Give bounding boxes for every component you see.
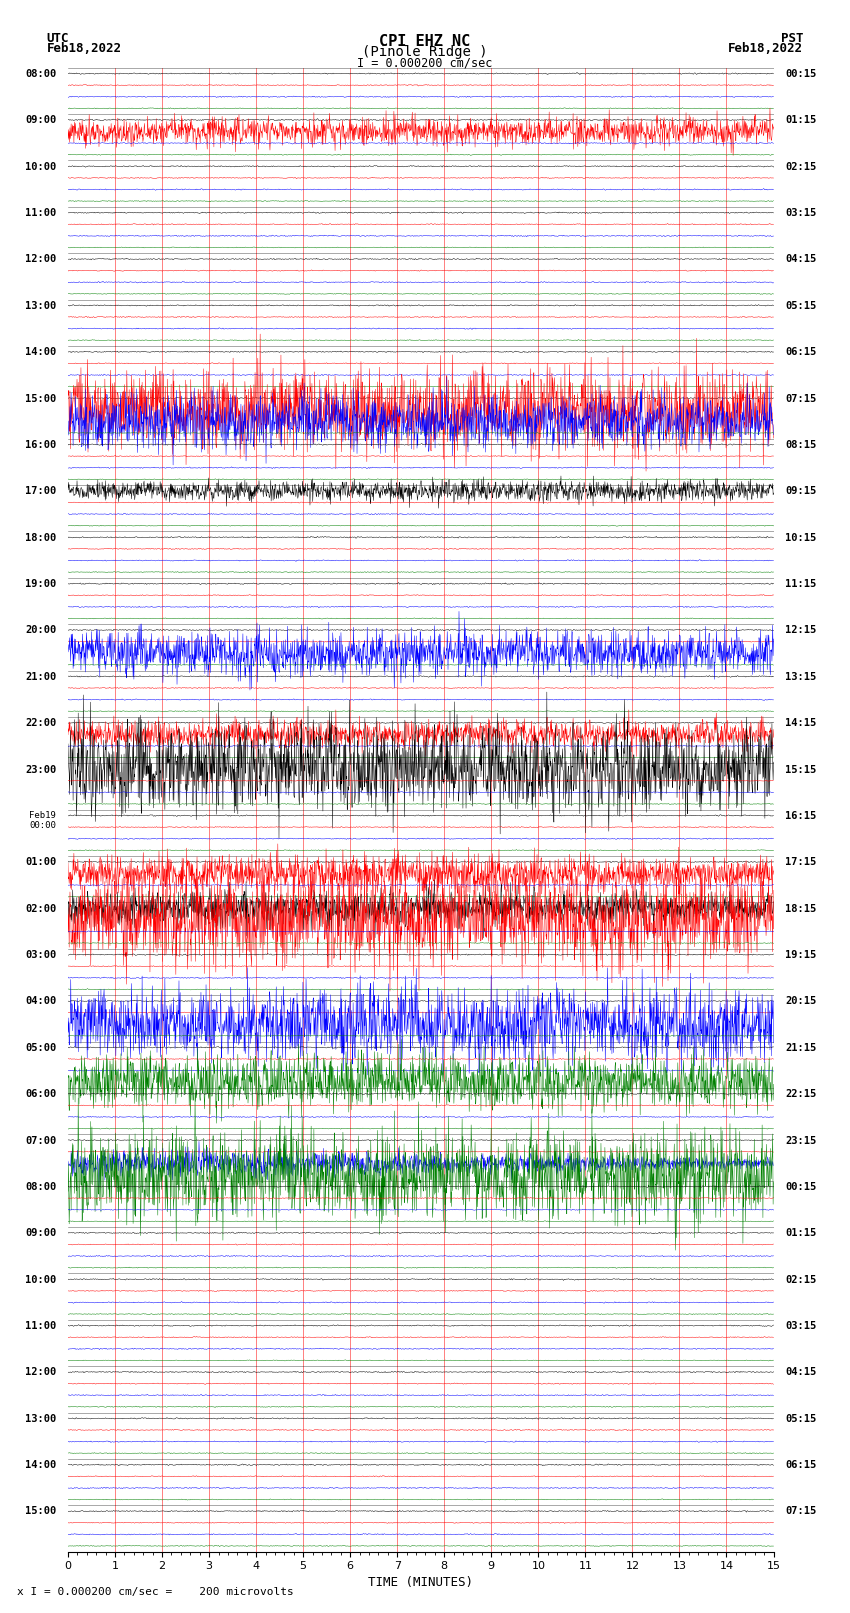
- Text: 21:15: 21:15: [785, 1042, 817, 1053]
- Text: 10:00: 10:00: [25, 1274, 56, 1284]
- Text: 16:00: 16:00: [25, 440, 56, 450]
- Text: 05:15: 05:15: [785, 1413, 817, 1424]
- Text: 06:00: 06:00: [25, 1089, 56, 1098]
- Text: 03:15: 03:15: [785, 208, 817, 218]
- Text: 20:00: 20:00: [25, 626, 56, 636]
- Text: 13:00: 13:00: [25, 300, 56, 311]
- Text: 15:15: 15:15: [785, 765, 817, 774]
- Text: 18:00: 18:00: [25, 532, 56, 542]
- Text: 11:00: 11:00: [25, 1321, 56, 1331]
- Text: Feb18,2022: Feb18,2022: [47, 42, 122, 55]
- Text: 09:00: 09:00: [25, 115, 56, 126]
- Text: 07:15: 07:15: [785, 394, 817, 403]
- Text: 03:00: 03:00: [25, 950, 56, 960]
- Text: 12:00: 12:00: [25, 255, 56, 265]
- Text: 13:00: 13:00: [25, 1413, 56, 1424]
- Text: 19:15: 19:15: [785, 950, 817, 960]
- Text: 12:00: 12:00: [25, 1368, 56, 1378]
- Text: 06:15: 06:15: [785, 347, 817, 356]
- Text: 07:00: 07:00: [25, 1136, 56, 1145]
- Text: 15:00: 15:00: [25, 394, 56, 403]
- Text: 22:00: 22:00: [25, 718, 56, 727]
- Text: 09:15: 09:15: [785, 486, 817, 497]
- Text: 22:15: 22:15: [785, 1089, 817, 1098]
- Text: 12:15: 12:15: [785, 626, 817, 636]
- Text: 02:15: 02:15: [785, 1274, 817, 1284]
- Text: 14:15: 14:15: [785, 718, 817, 727]
- Text: Feb19
00:00: Feb19 00:00: [30, 811, 56, 831]
- Text: 10:15: 10:15: [785, 532, 817, 542]
- Text: 04:15: 04:15: [785, 1368, 817, 1378]
- Text: Feb18,2022: Feb18,2022: [728, 42, 803, 55]
- Text: CPI EHZ NC: CPI EHZ NC: [379, 34, 471, 48]
- Text: 02:00: 02:00: [25, 903, 56, 913]
- Text: 18:15: 18:15: [785, 903, 817, 913]
- Text: 14:00: 14:00: [25, 347, 56, 356]
- Text: 20:15: 20:15: [785, 997, 817, 1007]
- Text: 01:15: 01:15: [785, 115, 817, 126]
- Text: UTC: UTC: [47, 32, 69, 45]
- Text: 07:15: 07:15: [785, 1507, 817, 1516]
- Text: I = 0.000200 cm/sec: I = 0.000200 cm/sec: [357, 56, 493, 69]
- Text: 01:15: 01:15: [785, 1227, 817, 1239]
- Text: 08:00: 08:00: [25, 69, 56, 79]
- Text: 06:15: 06:15: [785, 1460, 817, 1469]
- X-axis label: TIME (MINUTES): TIME (MINUTES): [368, 1576, 473, 1589]
- Text: 04:15: 04:15: [785, 255, 817, 265]
- Text: 10:00: 10:00: [25, 161, 56, 171]
- Text: PST: PST: [781, 32, 803, 45]
- Text: 11:15: 11:15: [785, 579, 817, 589]
- Text: 21:00: 21:00: [25, 671, 56, 682]
- Text: 11:00: 11:00: [25, 208, 56, 218]
- Text: 00:15: 00:15: [785, 1182, 817, 1192]
- Text: 05:00: 05:00: [25, 1042, 56, 1053]
- Text: 08:15: 08:15: [785, 440, 817, 450]
- Text: 19:00: 19:00: [25, 579, 56, 589]
- Text: 14:00: 14:00: [25, 1460, 56, 1469]
- Text: 08:00: 08:00: [25, 1182, 56, 1192]
- Text: 23:15: 23:15: [785, 1136, 817, 1145]
- Text: 05:15: 05:15: [785, 300, 817, 311]
- Text: (Pinole Ridge ): (Pinole Ridge ): [362, 45, 488, 60]
- Text: 16:15: 16:15: [785, 811, 817, 821]
- Text: 01:00: 01:00: [25, 857, 56, 868]
- Text: 02:15: 02:15: [785, 161, 817, 171]
- Text: 04:00: 04:00: [25, 997, 56, 1007]
- Text: 00:15: 00:15: [785, 69, 817, 79]
- Text: 09:00: 09:00: [25, 1227, 56, 1239]
- Text: 13:15: 13:15: [785, 671, 817, 682]
- Text: 03:15: 03:15: [785, 1321, 817, 1331]
- Text: x I = 0.000200 cm/sec =    200 microvolts: x I = 0.000200 cm/sec = 200 microvolts: [17, 1587, 294, 1597]
- Text: 23:00: 23:00: [25, 765, 56, 774]
- Text: 17:15: 17:15: [785, 857, 817, 868]
- Text: 15:00: 15:00: [25, 1507, 56, 1516]
- Text: 17:00: 17:00: [25, 486, 56, 497]
